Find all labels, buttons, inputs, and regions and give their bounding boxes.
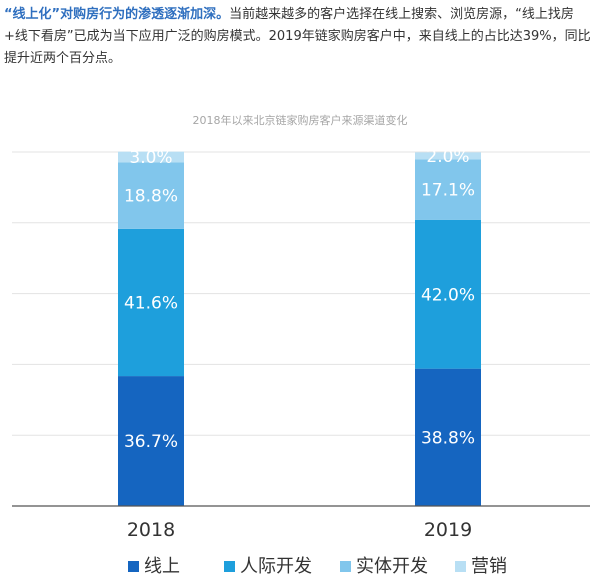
legend-label: 人际开发: [240, 556, 312, 577]
intro-paragraph: “线上化”对购房行为的渗透逐渐加深。当前越来越多的客户选择在线上搜索、浏览房源，…: [4, 4, 594, 70]
legend-label: 实体开发: [356, 556, 428, 577]
data-label: 17.1%: [421, 181, 475, 201]
legend-swatch: [340, 561, 351, 572]
bar-segment: [415, 152, 481, 160]
data-label: 42.0%: [421, 285, 475, 305]
legend-label: 营销: [471, 556, 507, 577]
data-label: 3.0%: [129, 148, 172, 168]
legend-label: 线上: [144, 556, 180, 577]
bar-segment: [415, 159, 481, 220]
data-label: 41.6%: [124, 293, 178, 313]
bar-segment: [118, 162, 184, 229]
intro-highlight: “线上化”对购房行为的渗透逐渐加深。: [4, 7, 230, 22]
data-label: 36.7%: [124, 432, 178, 452]
x-tick-label: 2019: [424, 519, 472, 541]
x-tick-label: 2018: [127, 519, 175, 541]
data-label: 18.8%: [124, 187, 178, 207]
data-label: 38.8%: [421, 428, 475, 448]
bar-segment: [118, 376, 184, 506]
chart-title: 2018年以来北京链家购房客户来源渠道变化: [192, 114, 408, 127]
intro-text: 当前越来越多的客户选择在线上搜索、浏览房源，“线上找房+线下看房”已成为当下应用…: [4, 7, 591, 66]
bar-segment: [118, 228, 184, 377]
bar-segment: [415, 219, 481, 369]
legend-swatch: [224, 561, 235, 572]
data-label: 2.0%: [426, 147, 469, 167]
bar-segment: [415, 368, 481, 506]
bar-segment: [118, 151, 184, 163]
legend-swatch: [128, 561, 139, 572]
legend-swatch: [455, 561, 466, 572]
